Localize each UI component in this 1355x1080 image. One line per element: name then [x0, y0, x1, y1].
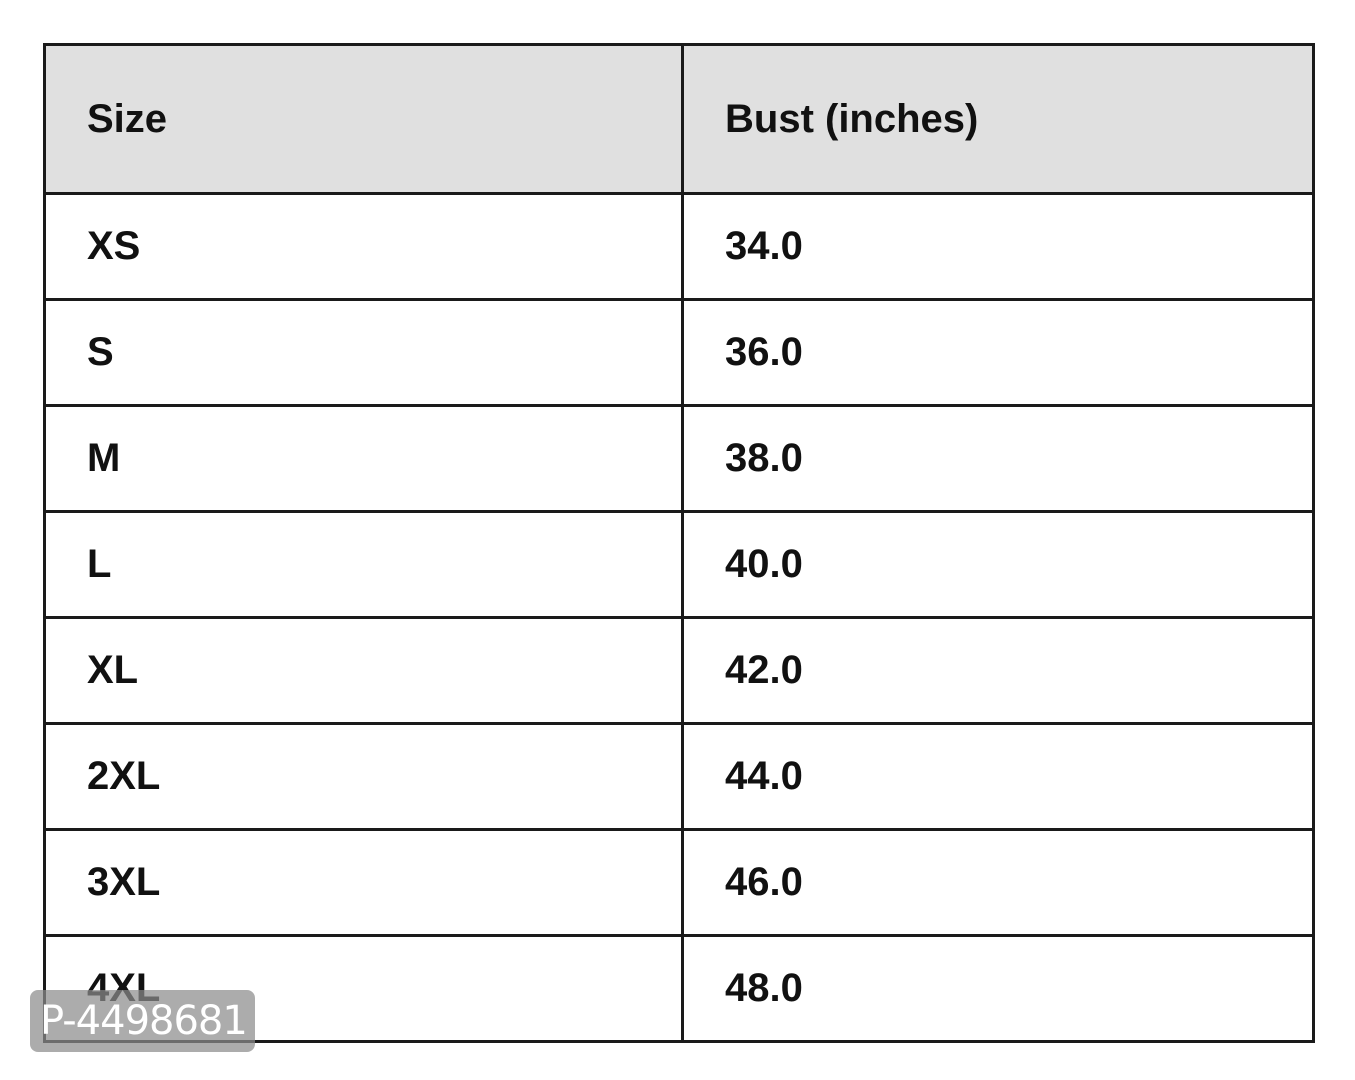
bust-cell: 42.0: [681, 616, 1315, 725]
bust-cell: 40.0: [681, 510, 1315, 619]
size-cell: S: [43, 298, 684, 407]
size-cell: 2XL: [43, 722, 684, 831]
table-row: XL 42.0: [43, 616, 1315, 725]
size-cell: XL: [43, 616, 684, 725]
table-row: 3XL 46.0: [43, 828, 1315, 937]
table-row: XS 34.0: [43, 192, 1315, 301]
size-cell: 3XL: [43, 828, 684, 937]
table-row: M 38.0: [43, 404, 1315, 513]
bust-cell: 34.0: [681, 192, 1315, 301]
bust-cell: 48.0: [681, 934, 1315, 1043]
size-cell: M: [43, 404, 684, 513]
size-cell: L: [43, 510, 684, 619]
table-row: S 36.0: [43, 298, 1315, 407]
size-cell: XS: [43, 192, 684, 301]
header-bust: Bust (inches): [681, 43, 1315, 195]
header-row: Size Bust (inches): [43, 43, 1315, 195]
bust-cell: 44.0: [681, 722, 1315, 831]
bust-cell: 36.0: [681, 298, 1315, 407]
bust-cell: 46.0: [681, 828, 1315, 937]
header-size: Size: [43, 43, 684, 195]
size-chart-table: Size Bust (inches) XS 34.0 S 36.0 M 38.0 L 40.0…: [43, 43, 1315, 1043]
table-row: L 40.0: [43, 510, 1315, 619]
product-id-watermark: P-4498681: [30, 990, 255, 1052]
bust-cell: 38.0: [681, 404, 1315, 513]
table-row: 2XL 44.0: [43, 722, 1315, 831]
